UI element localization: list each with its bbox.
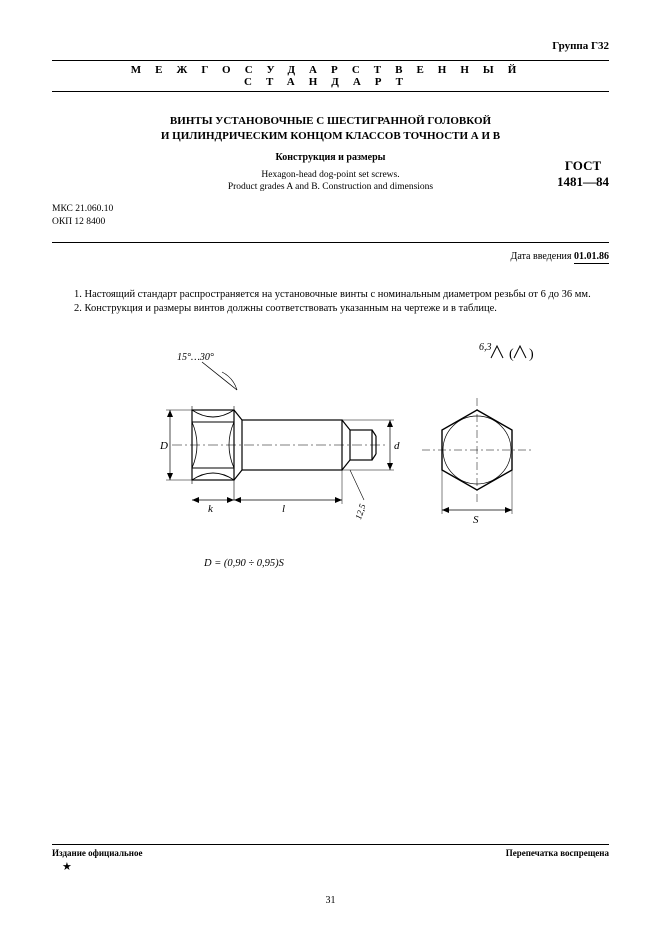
title-ru: ВИНТЫ УСТАНОВОЧНЫЕ С ШЕСТИГРАННОЙ ГОЛОВК… [52,114,609,144]
code-okp: ОКП 12 8400 [52,216,609,228]
title-line2: И ЦИЛИНДРИЧЕСКИМ КОНЦОМ КЛАССОВ ТОЧНОСТИ… [161,130,500,142]
standard-band: МЕЖГОСУДАРСТВЕННЫЙ СТАНДАРТ [52,60,609,92]
dim-d: d [394,440,400,452]
codes-block: МКС 21.060.10 ОКП 12 8400 [52,203,609,228]
header-block: ВИНТЫ УСТАНОВОЧНЫЕ С ШЕСТИГРАННОЙ ГОЛОВК… [52,114,609,243]
dim-r: 12,5 [353,503,368,522]
code-mks: МКС 21.060.10 [52,203,609,215]
svg-text:(: ( [509,347,514,362]
subtitle-ru: Конструкция и размеры [52,152,609,163]
footer-left: Издание официальное [52,848,142,858]
footer-right: Перепечатка воспрещена [506,848,609,858]
dim-k: k [208,503,214,515]
paragraph-2: 2. Конструкция и размеры винтов должны с… [52,302,609,316]
technical-drawing: 6,3 ( ) 15°…30° [52,350,609,580]
page-number: 31 [52,895,609,906]
date-line: Дата введения 01.01.86 [52,251,609,262]
date-value: 01.01.86 [574,251,609,264]
group-label: Группа Г32 [52,40,609,52]
dim-D: D [159,440,168,452]
hex-front-view: S [422,398,532,538]
dim-S: S [473,514,479,526]
gost-box: ГОСТ 1481—84 [557,158,609,191]
title-line1: ВИНТЫ УСТАНОВОЧНЫЕ С ШЕСТИГРАННОЙ ГОЛОВК… [170,115,491,127]
gost-label: ГОСТ [565,158,601,173]
page-footer: Издание официальное Перепечатка воспреще… [52,844,609,906]
screw-side-view: 15°…30° D [142,350,402,550]
date-label: Дата введения [511,251,574,262]
angle-label: 15°…30° [177,352,214,363]
title-en-line1: Hexagon-head dog-point set screws. [261,170,399,180]
title-en-line2: Product grades A and B. Construction and… [228,182,433,192]
title-en: Hexagon-head dog-point set screws. Produ… [52,169,609,194]
ra-text: 6,3 [479,342,492,353]
paragraph-1: 1. Настоящий стандарт распространяется н… [52,288,609,302]
gost-number: 1481—84 [557,174,609,189]
formula: D = (0,90 ÷ 0,95)S [204,558,284,569]
dim-l: l [282,503,285,515]
roughness-symbol: 6,3 ( ) [479,338,549,368]
svg-text:): ) [529,347,534,362]
star-mark: ★ [62,860,609,873]
